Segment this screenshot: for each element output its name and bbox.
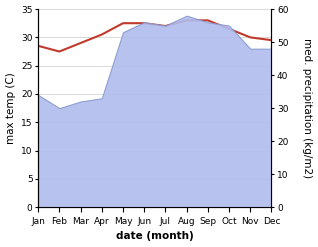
X-axis label: date (month): date (month) — [116, 231, 194, 242]
Y-axis label: med. precipitation (kg/m2): med. precipitation (kg/m2) — [302, 38, 313, 178]
Y-axis label: max temp (C): max temp (C) — [5, 72, 16, 144]
